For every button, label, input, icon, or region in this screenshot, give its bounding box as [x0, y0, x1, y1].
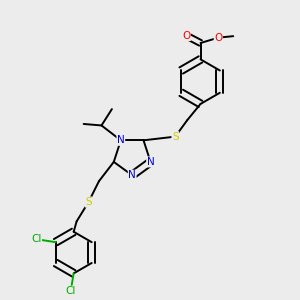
Text: O: O [182, 31, 190, 40]
Text: O: O [214, 33, 223, 43]
Text: S: S [172, 132, 178, 142]
Text: N: N [128, 170, 136, 180]
Text: N: N [147, 157, 154, 167]
Text: Cl: Cl [65, 286, 76, 296]
Text: Cl: Cl [31, 234, 41, 244]
Text: S: S [85, 197, 92, 207]
Text: N: N [117, 135, 125, 145]
